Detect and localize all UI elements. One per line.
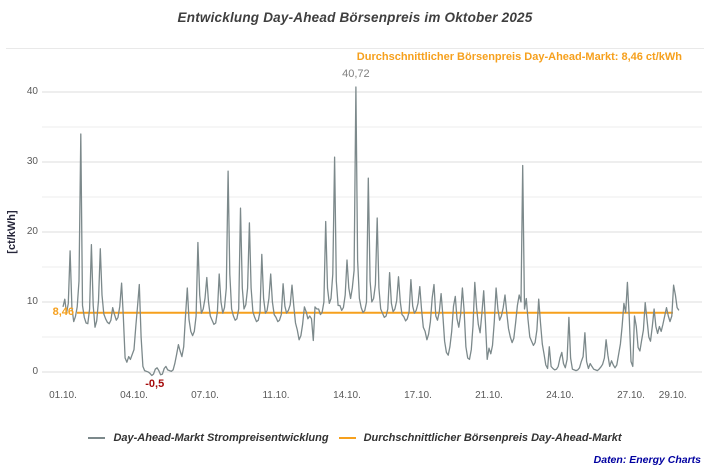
legend-label-series: Day-Ahead-Markt Strompreisentwicklung	[113, 432, 329, 444]
source-credit: Daten: Energy Charts	[593, 454, 701, 466]
series-line-swatch	[88, 437, 106, 439]
x-tick-label: 14.10.	[333, 390, 361, 401]
x-tick-label: 24.10.	[546, 390, 574, 401]
x-tick-label: 17.10.	[404, 390, 432, 401]
header-divider	[6, 48, 704, 49]
x-tick-label: 27.10.	[617, 390, 645, 401]
y-tick-label: 10	[26, 296, 38, 307]
y-tick-label: 30	[26, 156, 38, 167]
x-tick-label: 21.10.	[475, 390, 503, 401]
y-tick-label: 40	[26, 86, 38, 97]
avg-value-label: 8,46	[52, 305, 74, 318]
x-tick-label: 01.10.	[49, 390, 77, 401]
x-tick-label: 04.10.	[120, 390, 148, 401]
average-line-swatch	[338, 437, 356, 439]
legend-label-average: Durchschnittlicher Börsenpreis Day-Ahead…	[363, 432, 622, 444]
chart-title: Entwicklung Day-Ahead Börsenpreis im Okt…	[177, 10, 533, 25]
legend-item-average: Durchschnittlicher Börsenpreis Day-Ahead…	[338, 432, 622, 444]
y-tick-label: 0	[32, 366, 38, 377]
legend: Day-Ahead-Markt Strompreisentwicklung Du…	[0, 430, 710, 446]
y-axis-title: [ct/kWh]	[6, 210, 18, 254]
max-value-label: 40,72	[342, 67, 370, 80]
price-series-line	[62, 86, 680, 377]
x-tick-label: 11.10.	[262, 390, 290, 401]
y-tick-label: 20	[26, 226, 38, 237]
x-tick-label: 29.10.	[658, 390, 687, 401]
min-value-label: -0,5	[145, 378, 165, 390]
x-tick-label: 07.10.	[191, 390, 219, 401]
avg-price-subtitle: Durchschnittlicher Börsenpreis Day-Ahead…	[356, 51, 682, 63]
legend-item-series: Day-Ahead-Markt Strompreisentwicklung	[88, 432, 329, 444]
